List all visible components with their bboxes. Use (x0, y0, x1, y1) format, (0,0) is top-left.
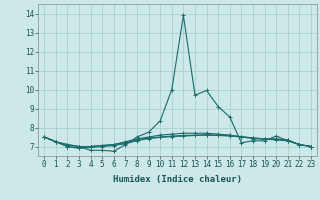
X-axis label: Humidex (Indice chaleur): Humidex (Indice chaleur) (113, 175, 242, 184)
